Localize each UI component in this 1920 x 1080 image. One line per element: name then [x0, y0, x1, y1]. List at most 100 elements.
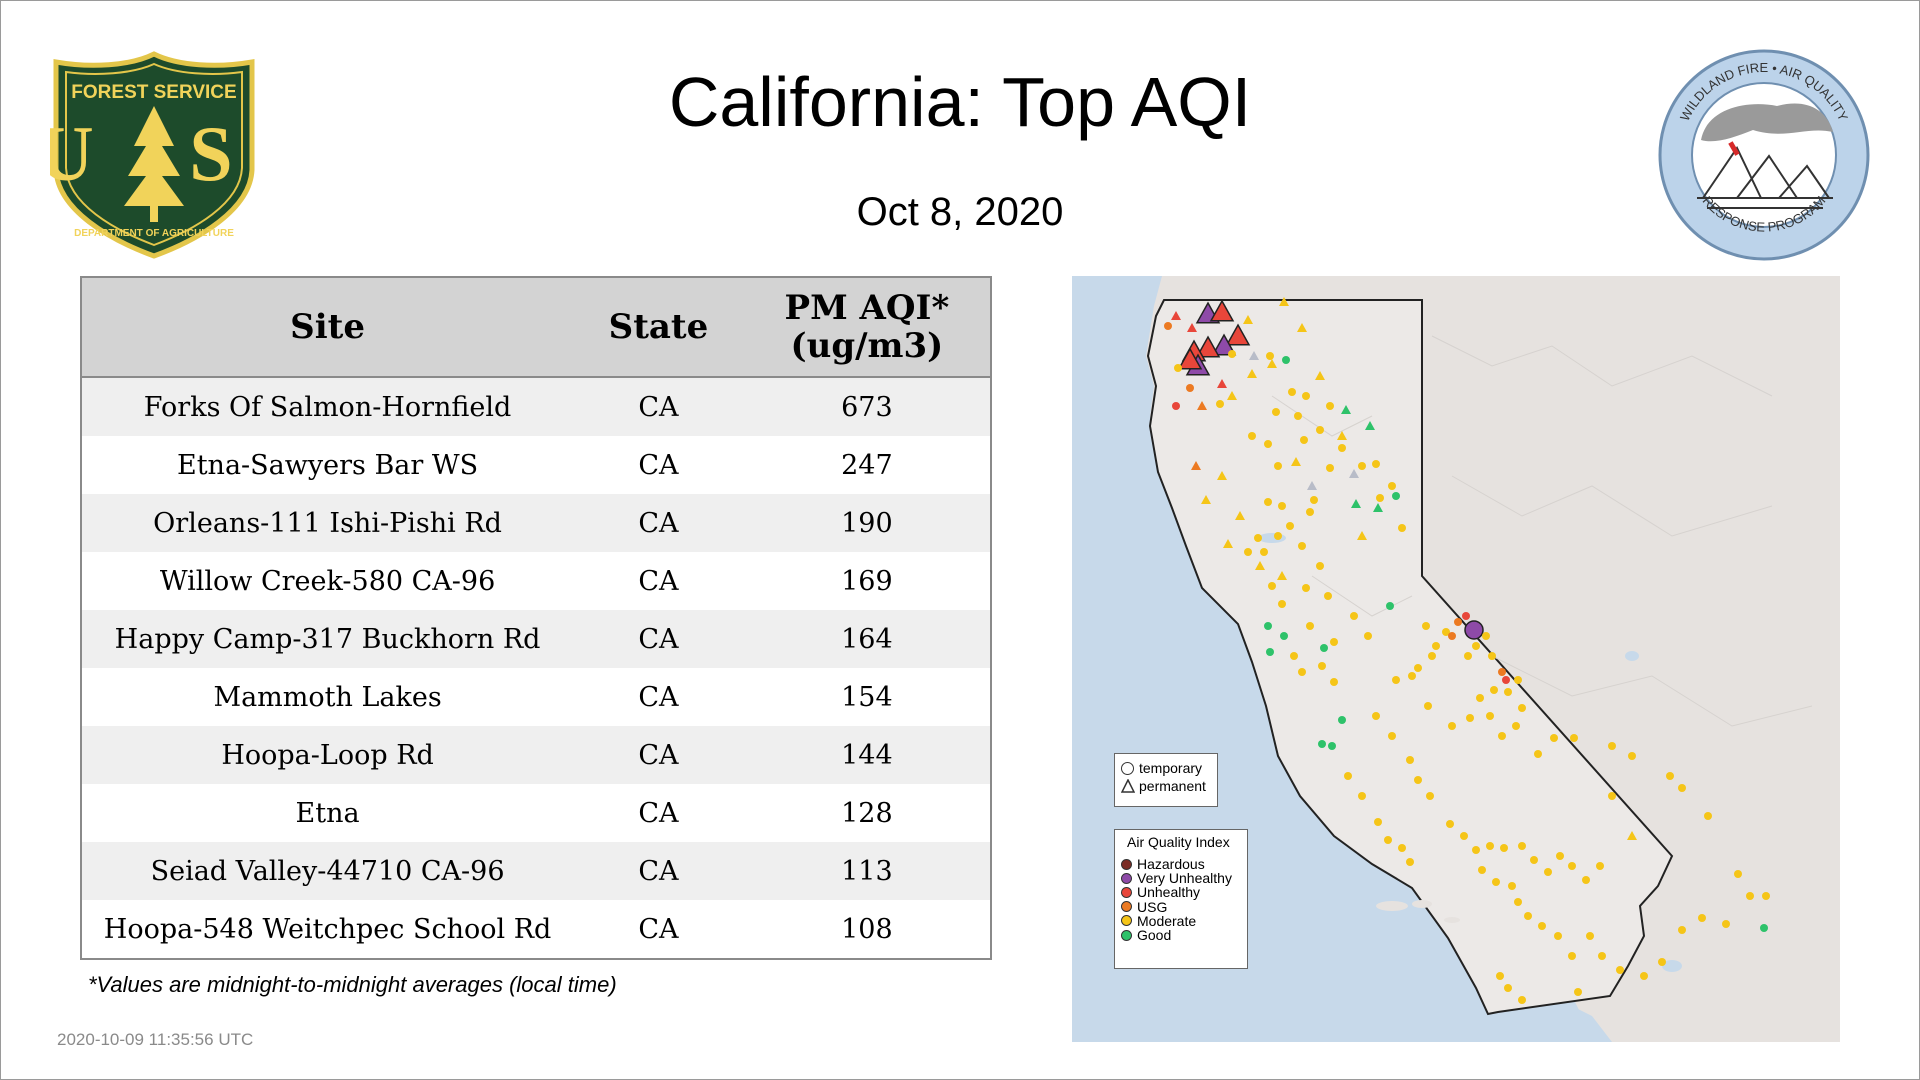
station-marker	[1570, 734, 1578, 742]
station-marker	[1704, 812, 1712, 820]
station-marker	[1278, 600, 1286, 608]
station-marker	[1227, 391, 1237, 400]
station-marker	[1300, 436, 1308, 444]
station-marker	[1498, 732, 1506, 740]
aqi-legend-label: Hazardous	[1137, 856, 1205, 872]
station-marker	[1306, 622, 1314, 630]
site-cell: Seiad Valley-44710 CA-96	[81, 842, 574, 900]
station-marker	[1388, 732, 1396, 740]
station-marker	[1235, 511, 1245, 520]
shape-legend: temporary permanent	[1114, 753, 1218, 807]
station-marker	[1307, 481, 1317, 490]
aqi-legend-label: USG	[1137, 898, 1168, 915]
station-marker	[1187, 323, 1197, 332]
station-marker	[1318, 662, 1326, 670]
station-marker	[1492, 878, 1500, 886]
station-marker	[1288, 388, 1296, 396]
station-marker	[1266, 352, 1274, 360]
station-marker	[1496, 972, 1504, 980]
footnote: *Values are midnight-to-midnight average…	[88, 972, 617, 997]
station-marker	[1518, 996, 1526, 1004]
header-pm-aqi: PM AQI* (ug/m3)	[743, 277, 991, 378]
station-marker	[1596, 862, 1604, 870]
station-marker	[1398, 524, 1406, 532]
station-marker	[1195, 335, 1221, 358]
aqi-cell: 673	[743, 377, 991, 436]
top-aqi-table: Site State PM AQI* (ug/m3) Forks Of Salm…	[80, 276, 992, 960]
station-marker	[1722, 920, 1730, 928]
state-cell: CA	[573, 784, 744, 842]
station-marker	[1280, 632, 1288, 640]
station-marker	[1550, 734, 1558, 742]
station-marker	[1616, 966, 1624, 974]
station-marker	[1298, 542, 1306, 550]
station-marker	[1486, 712, 1494, 720]
station-marker	[1498, 668, 1506, 676]
aqi-cell: 108	[743, 900, 991, 959]
station-marker	[1490, 686, 1498, 694]
station-marker	[1426, 792, 1434, 800]
station-marker	[1320, 644, 1328, 652]
station-marker	[1211, 333, 1237, 356]
station-marker	[1627, 831, 1637, 840]
station-marker	[1247, 369, 1257, 378]
station-marker	[1171, 311, 1181, 320]
station-marker	[1524, 912, 1532, 920]
header-pm-aqi-line1: PM AQI*	[784, 288, 950, 328]
station-marker	[1464, 652, 1472, 660]
site-cell: Orleans-111 Ishi-Pishi Rd	[81, 494, 574, 552]
aqi-cell: 169	[743, 552, 991, 610]
site-cell: Forks Of Salmon-Hornfield	[81, 377, 574, 436]
station-marker	[1174, 364, 1182, 372]
station-marker	[1282, 356, 1290, 364]
temporary-label: temporary	[1139, 760, 1203, 776]
station-marker	[1306, 508, 1314, 516]
station-marker	[1209, 299, 1235, 322]
station-marker	[1384, 836, 1392, 844]
aqi-color-swatch	[1121, 915, 1132, 927]
state-cell: CA	[573, 900, 744, 959]
station-marker	[1398, 844, 1406, 852]
station-marker	[1338, 444, 1346, 452]
table-row: Hoopa-548 Weitchpec School Rd CA 108	[81, 900, 991, 959]
header-pm-aqi-line2: (ug/m3)	[790, 326, 944, 366]
station-marker	[1328, 742, 1336, 750]
aqi-cell: 164	[743, 610, 991, 668]
table-row: Etna CA 128	[81, 784, 991, 842]
station-marker	[1504, 984, 1512, 992]
station-marker	[1223, 539, 1233, 548]
station-marker	[1177, 347, 1203, 370]
station-marker	[1197, 401, 1207, 410]
station-marker	[1454, 618, 1462, 626]
aqi-legend-item: Good	[1121, 927, 1171, 943]
aqi-color-swatch	[1121, 858, 1132, 870]
aqi-legend-label: Unhealthy	[1137, 884, 1201, 901]
station-marker	[1274, 532, 1282, 540]
station-marker	[1502, 676, 1510, 684]
station-marker	[1372, 460, 1380, 468]
station-marker	[1568, 952, 1576, 960]
station-marker	[1388, 482, 1396, 490]
station-marker	[1341, 405, 1351, 414]
station-marker	[1324, 592, 1332, 600]
header-state: State	[573, 277, 744, 378]
station-marker	[1608, 742, 1616, 750]
station-marker	[1373, 503, 1383, 512]
station-marker	[1422, 622, 1430, 630]
station-marker	[1201, 495, 1211, 504]
station-marker	[1228, 350, 1236, 358]
station-marker	[1186, 384, 1194, 392]
station-marker	[1264, 498, 1272, 506]
aqi-color-swatch	[1121, 929, 1132, 941]
site-cell: Mammoth Lakes	[81, 668, 574, 726]
station-marker	[1297, 323, 1307, 332]
station-marker	[1217, 379, 1227, 388]
station-marker	[1302, 392, 1310, 400]
header-site: Site	[81, 277, 574, 378]
station-marker	[1326, 402, 1334, 410]
forest-service-logo: FOREST SERVICE U S DEPARTMENT OF AGRICUL…	[50, 51, 255, 259]
permanent-label: permanent	[1139, 778, 1206, 794]
aqi-color-swatch	[1121, 886, 1132, 898]
station-marker	[1338, 716, 1346, 724]
station-marker	[1351, 499, 1361, 508]
